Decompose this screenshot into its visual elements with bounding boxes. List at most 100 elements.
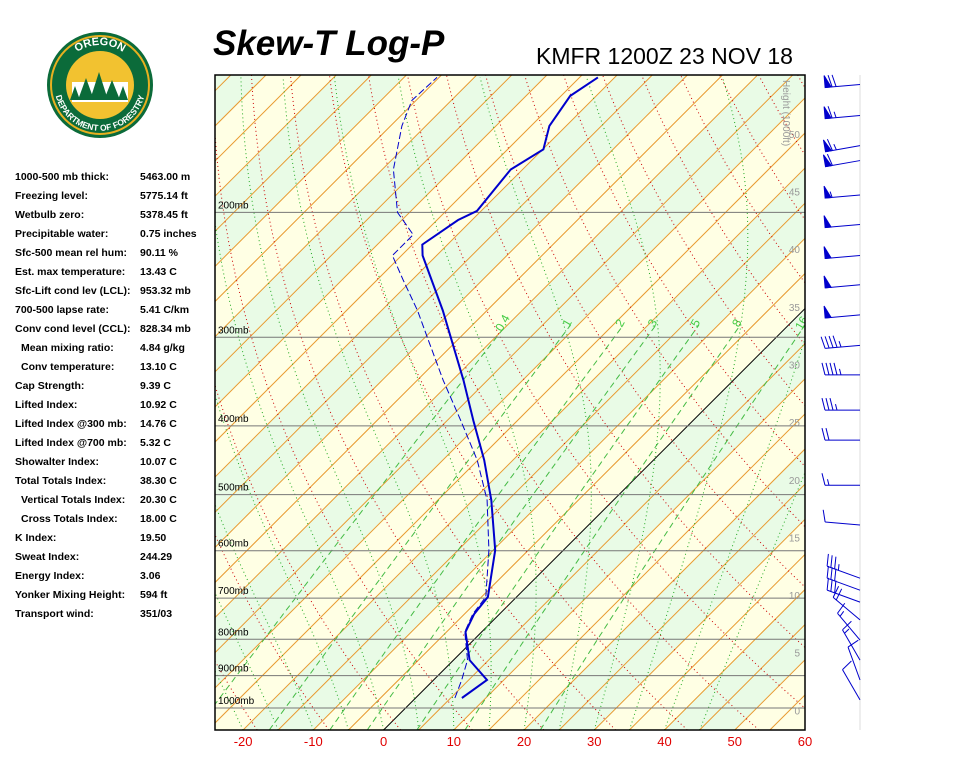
stat-label: Cross Totals Index: <box>21 513 118 525</box>
height-tick-label: 0 <box>794 706 800 717</box>
stat-label: 1000-500 mb thick: <box>15 171 109 183</box>
mixing-ratio-line <box>366 324 657 730</box>
barb-full <box>842 620 852 631</box>
height-axis-label: Height (1000ft) <box>780 80 791 146</box>
wind-barb <box>821 362 860 376</box>
stat-value: 244.29 <box>140 551 172 563</box>
barb-pennant <box>823 185 832 199</box>
stat-label: Freezing level: <box>15 190 88 202</box>
barb-half <box>835 403 838 411</box>
stat-label: Wetbulb zero: <box>15 209 84 221</box>
wind-barb <box>821 473 860 486</box>
wind-barb <box>821 428 860 441</box>
isotherm <box>215 75 372 233</box>
barb-full <box>827 106 833 119</box>
barb-staff <box>825 521 861 526</box>
barb-pennant <box>822 139 833 153</box>
stat-label: Transport wind: <box>15 608 94 620</box>
isotherm <box>215 132 805 724</box>
wind-barb <box>823 305 861 319</box>
barb-full <box>833 362 838 376</box>
stat-value: 18.00 C <box>140 513 177 525</box>
barb-full <box>826 565 829 579</box>
moist-adiabat <box>334 77 492 730</box>
barb-staff <box>825 344 861 349</box>
stat-value: 14.76 C <box>140 418 177 430</box>
y-tick-label: 400mb <box>218 414 249 425</box>
isotherm <box>215 75 758 619</box>
logo-top: OREGON <box>73 36 128 55</box>
height-tick-label: 40 <box>789 245 801 256</box>
dry-adiabat <box>446 75 805 649</box>
wind-barb <box>823 215 861 229</box>
dry-adiabat <box>915 75 960 730</box>
wind-barb <box>823 275 861 289</box>
dry-adiabat <box>251 75 545 730</box>
isotherm <box>215 75 478 338</box>
x-tick-label: 40 <box>657 734 671 749</box>
wind-barb <box>842 660 861 701</box>
wind-barb <box>822 153 861 168</box>
y-tick-label: 700mb <box>218 586 249 597</box>
isotherm <box>312 237 805 730</box>
y-tick-label: 500mb <box>218 483 249 494</box>
isotherm <box>523 448 805 730</box>
x-tick-label: 0 <box>380 734 387 749</box>
stat-value: 351/03 <box>140 608 172 620</box>
isotherm <box>215 75 688 549</box>
wind-barb <box>823 74 861 89</box>
wind-barb <box>820 335 861 349</box>
isotherm <box>215 75 583 443</box>
wind-barb <box>822 509 861 526</box>
stat-label: Sweat Index: <box>15 551 79 563</box>
y-tick-label: 200mb <box>218 200 249 211</box>
isotherm <box>488 413 805 730</box>
barb-half <box>833 111 837 118</box>
logo: OREGON DEPARTMENT OF FORESTRY <box>47 32 153 138</box>
barb-half <box>837 564 840 571</box>
height-tick-label: 25 <box>789 418 801 429</box>
moist-adiabat <box>699 471 805 730</box>
stat-value: 5775.14 ft <box>140 190 188 202</box>
moist-adiabat <box>215 503 314 730</box>
stat-value: 5463.00 m <box>140 171 190 183</box>
stat-value: 594 ft <box>140 589 168 601</box>
stat-label: K Index: <box>15 532 56 544</box>
height-tick-label: 45 <box>789 187 801 198</box>
y-tick-label: 900mb <box>218 664 249 675</box>
x-tick-label: 50 <box>728 734 742 749</box>
barb-staff <box>826 565 861 579</box>
stat-value: 3.06 <box>140 570 161 582</box>
barb-full <box>834 568 837 581</box>
dry-adiabat <box>954 75 960 730</box>
isotherm <box>418 342 805 730</box>
stat-label: Precipitable water: <box>15 228 108 240</box>
barb-full <box>847 639 859 648</box>
stat-value: 20.30 C <box>140 494 177 506</box>
isotherm <box>215 75 723 584</box>
stat-value: 10.07 C <box>140 456 177 468</box>
isotherm <box>215 97 805 689</box>
barb-full <box>832 586 840 598</box>
stat-value: 828.34 mb <box>140 323 191 335</box>
x-tick-label: -20 <box>234 734 253 749</box>
isotherm <box>664 588 805 730</box>
barb-pennant <box>822 154 833 168</box>
moist-adiabat <box>664 337 805 730</box>
stat-value: 5.41 C/km <box>140 304 189 316</box>
stat-value: 9.39 C <box>140 380 171 392</box>
wind-barb <box>847 639 861 681</box>
stat-label: 700-500 lapse rate: <box>15 304 109 316</box>
height-tick-label: 50 <box>789 130 801 141</box>
dry-adiabat <box>368 75 760 730</box>
barb-pennant <box>823 275 832 289</box>
barb-half <box>838 341 842 348</box>
chart-title: Skew-T Log-P <box>213 24 445 63</box>
stat-value: 4.84 g/kg <box>140 342 185 354</box>
mixing-ratio-label: 16 <box>792 313 811 332</box>
barb-full <box>821 473 826 486</box>
barb-pennant <box>823 106 832 120</box>
stat-label: Yonker Mixing Height: <box>15 589 125 601</box>
wind-barb <box>823 106 861 120</box>
height-tick-label: 35 <box>789 303 801 314</box>
